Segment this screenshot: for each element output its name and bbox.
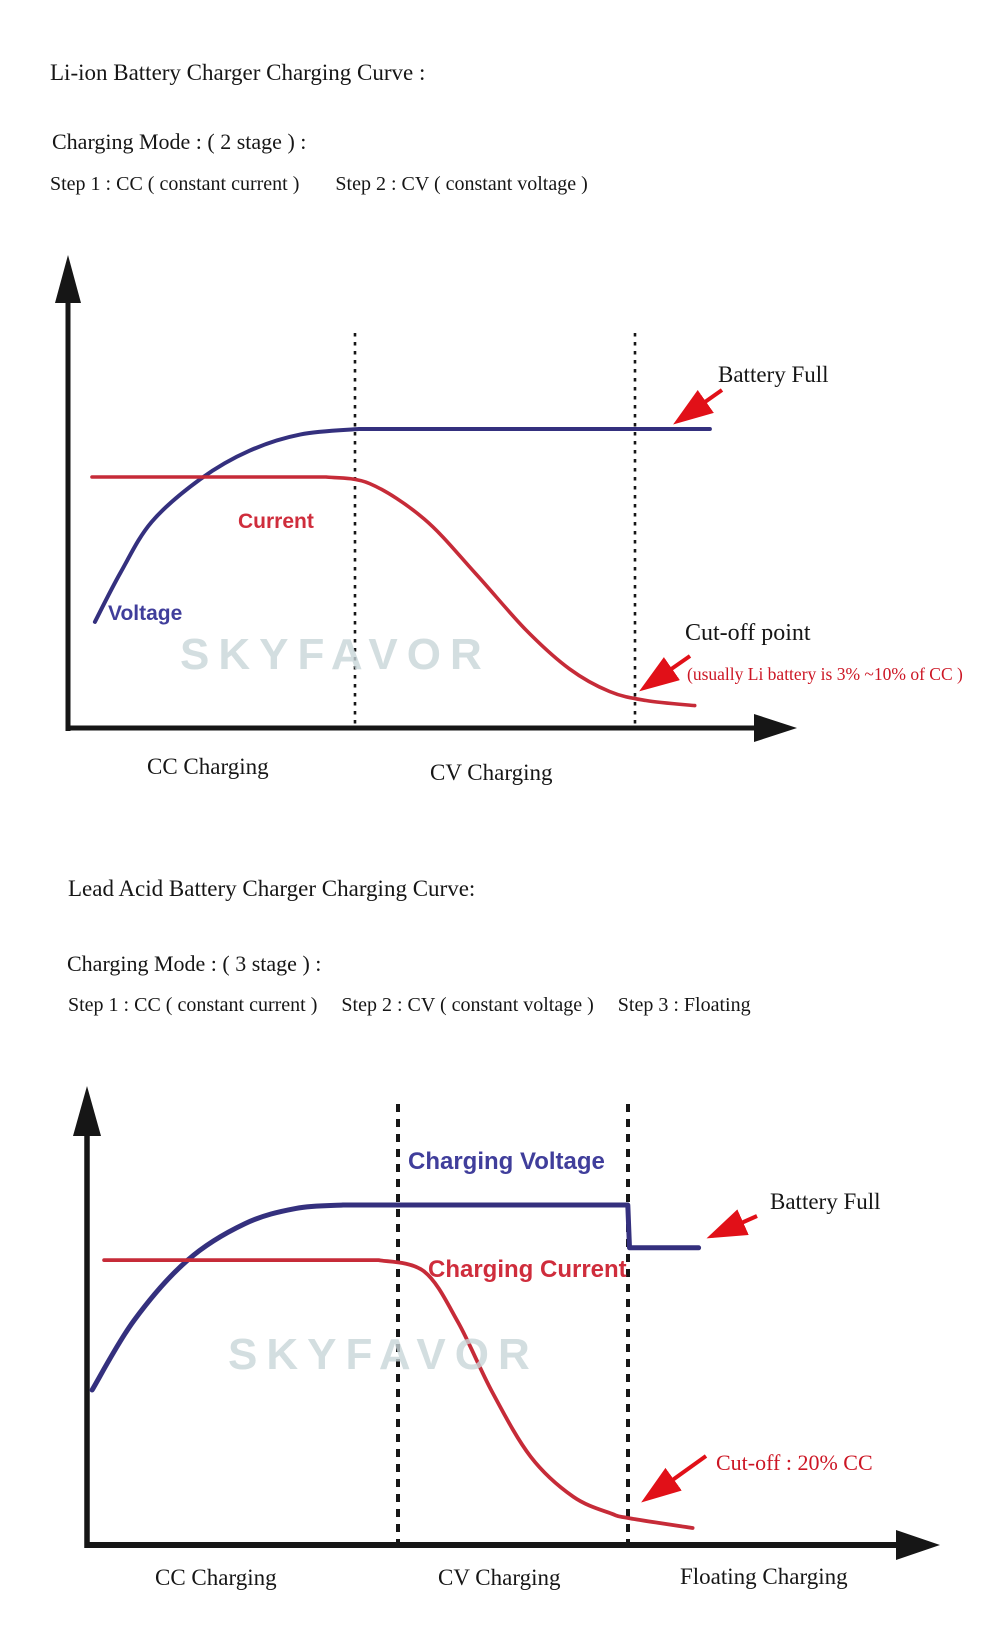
curves-group <box>90 427 712 708</box>
leadacid-title: Lead Acid Battery Charger Charging Curve… <box>68 876 476 901</box>
y-axis-arrowhead <box>73 1086 101 1136</box>
current-curve-label: Current <box>238 510 314 533</box>
charging-current-curve-label: Charging Current <box>428 1256 627 1283</box>
watermark: SKYFAVOR <box>180 630 491 679</box>
liion-title: Li-ion Battery Charger Charging Curve : <box>50 60 426 85</box>
leadacid-step-1: Step 1 : CC ( constant current ) <box>68 994 318 1016</box>
cutoff-point-annotation: Cut-off point <box>685 620 811 646</box>
li-ion-chart <box>55 255 797 742</box>
cv-charging-label: CV Charging <box>438 1565 561 1590</box>
cc-charging-label: CC Charging <box>147 754 269 779</box>
cutoff-note-annotation: (usually Li battery is 3% ~10% of CC ) <box>687 664 963 684</box>
battery-full-annotation: Battery Full <box>770 1189 881 1214</box>
leadacid-step-2: Step 2 : CV ( constant voltage ) <box>341 994 594 1016</box>
leadacid-step-3: Step 3 : Floating <box>617 994 751 1016</box>
leadacid-charging-mode: Charging Mode : ( 3 stage ) : <box>67 951 322 976</box>
charging-voltage-curve <box>89 1202 702 1393</box>
liion-charging-mode: Charging Mode : ( 2 stage ) : <box>52 129 307 154</box>
charging-voltage-curve-label: Charging Voltage <box>408 1148 605 1175</box>
battery-full-arrow <box>706 1209 758 1239</box>
voltage-curve-label: Voltage <box>108 602 183 625</box>
floating-charging-label: Floating Charging <box>680 1564 848 1589</box>
battery-full-arrow <box>673 388 724 425</box>
liion-step-1: Step 1 : CC ( constant current ) <box>50 173 300 195</box>
lead-acid-chart <box>73 1086 940 1560</box>
leadacid-steps: Step 1 : CC ( constant current ) Step 2 … <box>68 994 751 1017</box>
cv-charging-label: CV Charging <box>430 760 553 785</box>
y-axis-arrowhead <box>55 255 81 303</box>
x-axis-arrowhead <box>896 1530 940 1560</box>
liion-step-2: Step 2 : CV ( constant voltage ) <box>335 173 588 195</box>
charging-current-curve <box>102 1258 695 1530</box>
current-curve <box>90 475 697 708</box>
voltage-curve <box>92 427 712 624</box>
cutoff-arrow <box>639 654 692 692</box>
liion-steps: Step 1 : CC ( constant current ) Step 2 … <box>50 173 588 196</box>
cc-charging-label: CC Charging <box>155 1565 277 1590</box>
x-axis-arrowhead <box>754 714 797 742</box>
cutoff-arrow <box>641 1454 708 1503</box>
battery-full-annotation: Battery Full <box>718 362 829 387</box>
curves-group <box>89 1202 702 1530</box>
watermark: SKYFAVOR <box>228 1330 539 1379</box>
cutoff-annotation: Cut-off : 20% CC <box>716 1450 873 1475</box>
